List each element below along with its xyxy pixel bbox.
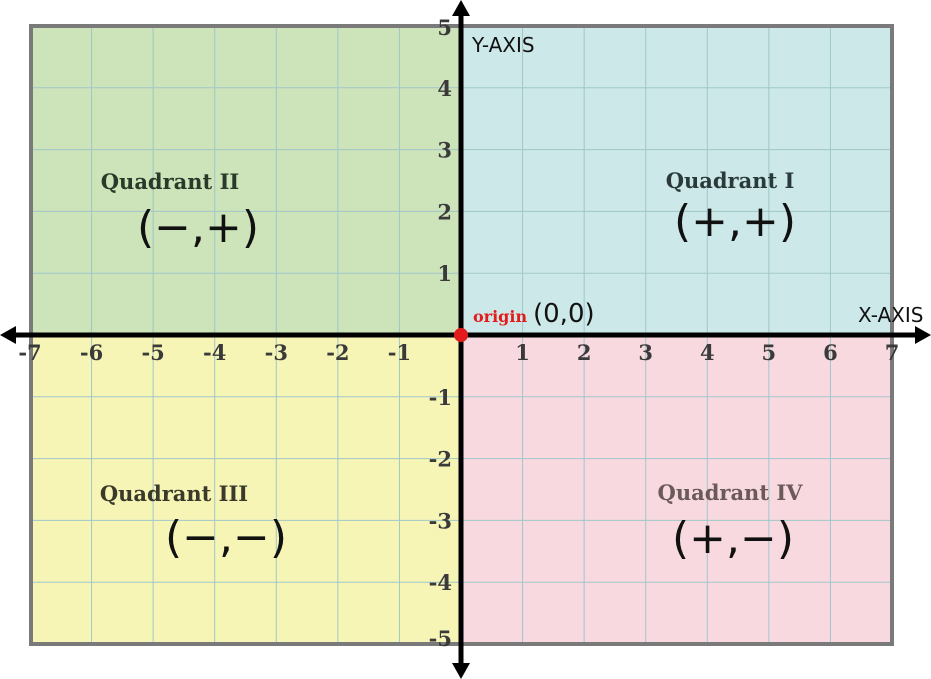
- x-tick-label: -3: [265, 340, 288, 365]
- origin-point: [454, 328, 468, 342]
- y-tick-label: -4: [429, 570, 452, 595]
- y-tick-label: -3: [429, 508, 452, 533]
- quadrant-2-label: Quadrant II: [101, 169, 239, 194]
- y-tick-labels: 5 4 3 2 1 -1 -2 -3 -4 -5: [429, 15, 452, 651]
- y-tick-label: 4: [437, 76, 452, 101]
- y-tick-label: -5: [429, 626, 452, 651]
- y-tick-label: -1: [429, 385, 452, 410]
- x-tick-label: 1: [515, 340, 530, 365]
- quadrant-3-label: Quadrant III: [100, 481, 248, 506]
- x-tick-label: 4: [700, 340, 715, 365]
- quadrant-1-region: [461, 26, 892, 335]
- x-tick-label: -2: [326, 340, 349, 365]
- y-tick-label: 3: [437, 138, 452, 163]
- origin-coordinates: (0,0): [533, 299, 595, 329]
- y-axis-label: Y-AXIS: [471, 33, 535, 57]
- y-axis-down-arrow: [452, 663, 470, 679]
- quadrant-2-signs: (−,+): [137, 202, 259, 253]
- y-tick-label: 2: [437, 199, 452, 224]
- quadrant-3-signs: (−,−): [165, 512, 287, 563]
- quadrant-4-region: [461, 335, 892, 644]
- quadrant-2-region: [31, 26, 461, 335]
- y-axis-up-arrow: [452, 0, 470, 16]
- quadrant-4-label: Quadrant IV: [658, 480, 804, 505]
- quadrant-4-signs: (+,−): [672, 513, 794, 564]
- quadrant-1-label: Quadrant I: [666, 168, 795, 193]
- x-axis-left-arrow: [0, 326, 16, 344]
- y-tick-label: -2: [429, 447, 452, 472]
- x-tick-label: 3: [638, 340, 653, 365]
- x-tick-label: -1: [388, 340, 411, 365]
- x-tick-label: 2: [577, 340, 592, 365]
- x-tick-label: 6: [823, 340, 838, 365]
- y-tick-label: 5: [437, 15, 452, 40]
- x-tick-label: 7: [885, 340, 900, 365]
- x-axis-right-arrow: [915, 326, 931, 344]
- quadrant-1-signs: (+,+): [674, 196, 796, 247]
- x-tick-label: -4: [203, 340, 226, 365]
- x-tick-labels: -7 -6 -5 -4 -3 -2 -1 1 2 3 4 5 6 7: [18, 340, 899, 365]
- quadrant-3-region: [31, 335, 461, 644]
- x-tick-label: -5: [141, 340, 164, 365]
- y-tick-label: 1: [437, 261, 452, 286]
- x-tick-label: -6: [80, 340, 103, 365]
- x-tick-label: 5: [762, 340, 777, 365]
- origin-label: origin: [473, 307, 527, 326]
- x-axis-label: X-AXIS: [858, 303, 923, 327]
- x-tick-label: -7: [18, 340, 41, 365]
